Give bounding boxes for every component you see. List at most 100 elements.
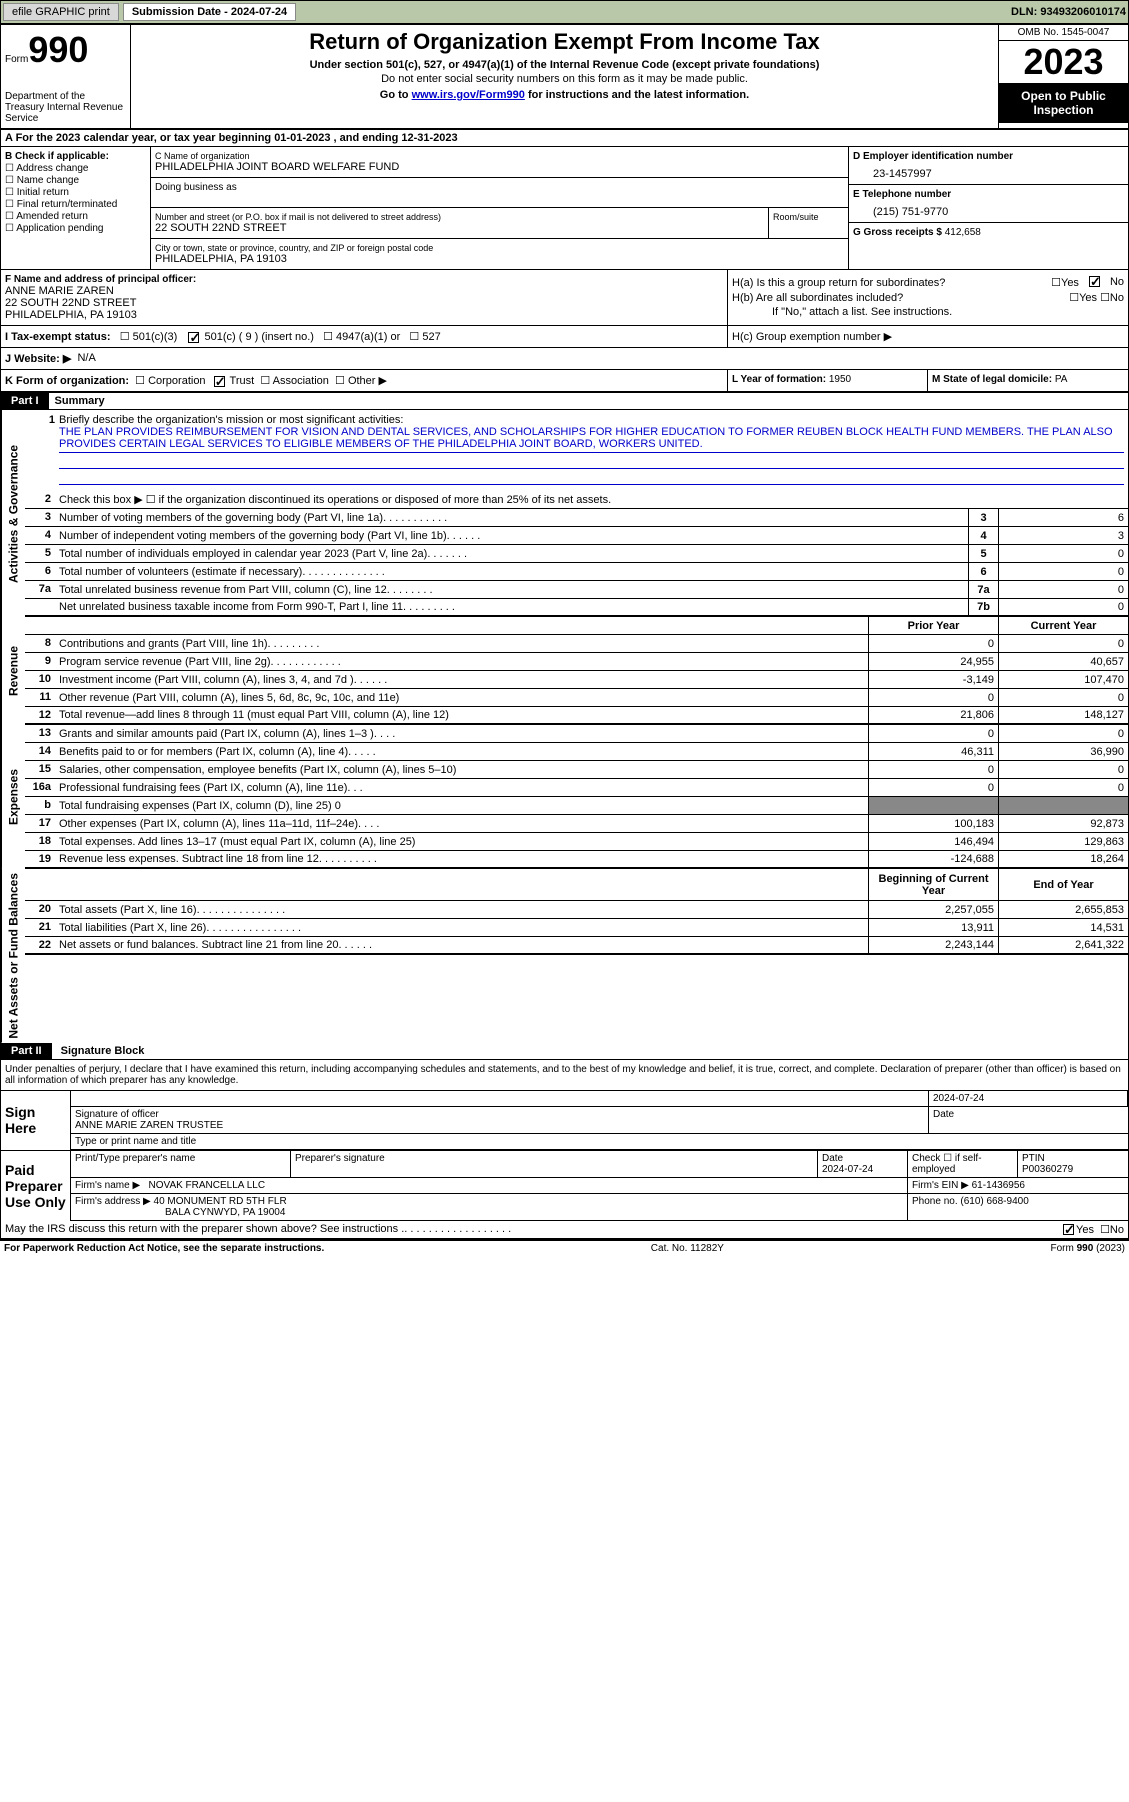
officer-name-title: ANNE MARIE ZAREN TRUSTEE bbox=[75, 1120, 924, 1131]
p17: 100,183 bbox=[868, 815, 998, 832]
tax-exempt-label: I Tax-exempt status: bbox=[5, 331, 111, 343]
governance-section: Activities & Governance 1Briefly describ… bbox=[1, 410, 1128, 617]
city: PHILADELPHIA, PA 19103 bbox=[155, 253, 844, 265]
begin-year-header: Beginning of Current Year bbox=[868, 869, 998, 900]
sign-date: 2024-07-24 bbox=[928, 1091, 1128, 1106]
cb-address-change[interactable]: ☐ Address change bbox=[5, 163, 146, 174]
ein-label: D Employer identification number bbox=[853, 151, 1124, 162]
p15: 0 bbox=[868, 761, 998, 778]
discuss-label: May the IRS discuss this return with the… bbox=[5, 1223, 404, 1236]
c17: 92,873 bbox=[998, 815, 1128, 832]
form-title: Return of Organization Exempt From Incom… bbox=[135, 29, 994, 55]
line5: Total number of individuals employed in … bbox=[55, 545, 968, 562]
p9: 24,955 bbox=[868, 653, 998, 670]
cb-initial-return[interactable]: ☐ Initial return bbox=[5, 187, 146, 198]
line15: Salaries, other compensation, employee b… bbox=[55, 761, 868, 778]
irs-link[interactable]: www.irs.gov/Form990 bbox=[412, 89, 525, 101]
discuss-yes-checkbox[interactable] bbox=[1063, 1224, 1074, 1235]
date-label: Date bbox=[928, 1107, 1128, 1133]
type-name-label: Type or print name and title bbox=[71, 1134, 200, 1149]
line9: Program service revenue (Part VIII, line… bbox=[55, 653, 868, 670]
c21: 14,531 bbox=[998, 919, 1128, 936]
street-label: Number and street (or P.O. box if mail i… bbox=[155, 212, 764, 222]
ha-no-checkbox[interactable] bbox=[1089, 276, 1100, 287]
p16a: 0 bbox=[868, 779, 998, 796]
c14: 36,990 bbox=[998, 743, 1128, 760]
net-assets-section: Net Assets or Fund Balances Beginning of… bbox=[1, 869, 1128, 1043]
line17: Other expenses (Part IX, column (A), lin… bbox=[55, 815, 868, 832]
ha-label: H(a) Is this a group return for subordin… bbox=[732, 277, 1051, 289]
opt-501c3: 501(c)(3) bbox=[133, 331, 178, 343]
firm-ein-label: Firm's EIN ▶ bbox=[912, 1180, 969, 1191]
side-revenue: Revenue bbox=[1, 617, 25, 725]
revenue-section: Revenue Prior YearCurrent Year 8Contribu… bbox=[1, 617, 1128, 725]
opt-corp: Corporation bbox=[148, 375, 205, 387]
line7a: Total unrelated business revenue from Pa… bbox=[55, 581, 968, 598]
c11: 0 bbox=[998, 689, 1128, 706]
line6: Total number of volunteers (estimate if … bbox=[55, 563, 968, 580]
sign-label1: Sign bbox=[5, 1104, 66, 1120]
submission-date: Submission Date - 2024-07-24 bbox=[123, 3, 296, 21]
firm-addr2: BALA CYNWYD, PA 19004 bbox=[75, 1207, 285, 1218]
c13: 0 bbox=[998, 725, 1128, 742]
line14: Benefits paid to or for members (Part IX… bbox=[55, 743, 868, 760]
c19: 18,264 bbox=[998, 851, 1128, 867]
goto-line: Go to www.irs.gov/Form990 for instructio… bbox=[135, 89, 994, 101]
officer-city: PHILADELPHIA, PA 19103 bbox=[5, 309, 723, 321]
line16b: Total fundraising expenses (Part IX, col… bbox=[55, 797, 868, 814]
line2: Check this box ▶ ☐ if the organization d… bbox=[55, 491, 1128, 508]
c12: 148,127 bbox=[998, 707, 1128, 723]
val3: 6 bbox=[998, 509, 1128, 526]
line21: Total liabilities (Part X, line 26) . . … bbox=[55, 919, 868, 936]
line10: Investment income (Part VIII, column (A)… bbox=[55, 671, 868, 688]
ein: 23-1457997 bbox=[853, 162, 1124, 180]
p11: 0 bbox=[868, 689, 998, 706]
c16a: 0 bbox=[998, 779, 1128, 796]
c8: 0 bbox=[998, 635, 1128, 652]
form-subtitle: Under section 501(c), 527, or 4947(a)(1)… bbox=[135, 59, 994, 71]
cb-name-change[interactable]: ☐ Name change bbox=[5, 175, 146, 186]
end-year-header: End of Year bbox=[998, 869, 1128, 900]
val4: 3 bbox=[998, 527, 1128, 544]
c9: 40,657 bbox=[998, 653, 1128, 670]
website-val: N/A bbox=[77, 352, 95, 365]
efile-print-button[interactable]: efile GRAPHIC print bbox=[3, 3, 119, 21]
opt-trust-checkbox[interactable] bbox=[214, 376, 225, 387]
opt-trust: Trust bbox=[230, 375, 255, 387]
opt-501c-checkbox[interactable] bbox=[188, 332, 199, 343]
p12: 21,806 bbox=[868, 707, 998, 723]
prior-year-header: Prior Year bbox=[868, 617, 998, 634]
part2-header-row: Part II Signature Block bbox=[1, 1043, 1128, 1059]
val6: 0 bbox=[998, 563, 1128, 580]
line20: Total assets (Part X, line 16) . . . . .… bbox=[55, 901, 868, 918]
opt-501c: 501(c) ( 9 ) (insert no.) bbox=[205, 331, 314, 343]
line8: Contributions and grants (Part VIII, lin… bbox=[55, 635, 868, 652]
goto-suffix: for instructions and the latest informat… bbox=[528, 89, 749, 101]
section-k-l-m: K Form of organization: ☐ Corporation Tr… bbox=[1, 370, 1128, 393]
c20: 2,655,853 bbox=[998, 901, 1128, 918]
cb-amended-return[interactable]: ☐ Amended return bbox=[5, 211, 146, 222]
dba-label: Doing business as bbox=[151, 178, 848, 208]
p14: 46,311 bbox=[868, 743, 998, 760]
opt-527: 527 bbox=[422, 331, 440, 343]
c22: 2,641,322 bbox=[998, 937, 1128, 953]
cb-application-pending[interactable]: ☐ Application pending bbox=[5, 223, 146, 234]
room-label: Room/suite bbox=[768, 208, 848, 238]
omb-number: OMB No. 1545-0047 bbox=[999, 25, 1128, 41]
year-formation: 1950 bbox=[829, 374, 851, 385]
street: 22 SOUTH 22ND STREET bbox=[155, 222, 764, 234]
footer: For Paperwork Reduction Act Notice, see … bbox=[0, 1240, 1129, 1256]
self-employed-check[interactable]: Check ☐ if self-employed bbox=[908, 1151, 1018, 1177]
c15: 0 bbox=[998, 761, 1128, 778]
part2-badge: Part II bbox=[1, 1043, 52, 1059]
footer-formref: Form 990 (2023) bbox=[1051, 1243, 1125, 1254]
c16b-shaded bbox=[998, 797, 1128, 814]
line4: Number of independent voting members of … bbox=[55, 527, 968, 544]
gross-receipts: G Gross receipts $ 412,658 bbox=[849, 223, 1128, 242]
opt-assoc: Association bbox=[273, 375, 329, 387]
section-b-label: B Check if applicable: bbox=[5, 151, 109, 162]
line11: Other revenue (Part VIII, column (A), li… bbox=[55, 689, 868, 706]
cb-final-return[interactable]: ☐ Final return/terminated bbox=[5, 199, 146, 210]
phone: (215) 751-9770 bbox=[853, 200, 1124, 218]
prep-phone-label: Phone no. bbox=[912, 1196, 960, 1207]
